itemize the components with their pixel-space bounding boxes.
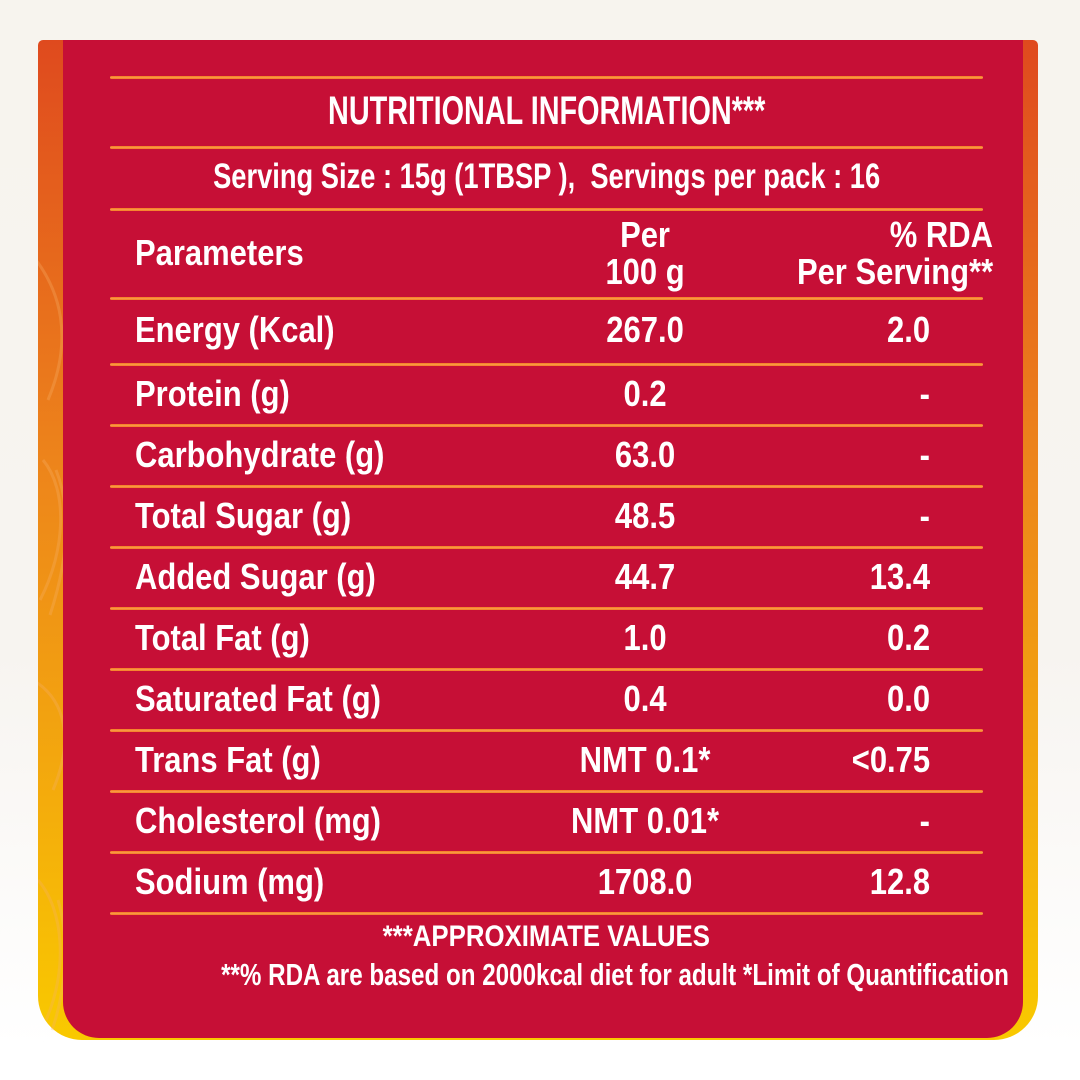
rda-value: 0.0 xyxy=(886,677,930,719)
rda-value: - xyxy=(919,372,930,414)
table-row: Total Fat (g) 1.0 0.2 xyxy=(110,607,983,668)
table-row: Cholesterol (mg) NMT 0.01* - xyxy=(110,790,983,851)
header-per-100g: Per 100 g xyxy=(605,213,685,292)
nutrition-facts-card: NUTRITIONAL INFORMATION*** Serving Size … xyxy=(63,40,1023,1038)
rda-value: - xyxy=(919,799,930,841)
rda-value: 13.4 xyxy=(869,555,930,597)
rda-value: 12.8 xyxy=(869,860,930,902)
serving-band: Serving Size : 15g (1TBSP ), Servings pe… xyxy=(110,146,983,208)
footnote-rda-basis: **% RDA are based on 2000kcal diet for a… xyxy=(221,957,1009,992)
header-parameters: Parameters xyxy=(135,231,304,273)
per-100g-value: 48.5 xyxy=(614,494,676,536)
table-header-row: Parameters Per 100 g % RDA Per Serving** xyxy=(110,208,993,297)
per-100g-value: NMT 0.1* xyxy=(579,738,711,780)
rda-value: - xyxy=(919,494,930,536)
per-100g-value: 44.7 xyxy=(614,555,676,597)
table-row: Sodium (mg) 1708.0 12.8 xyxy=(110,851,983,912)
table-row: Trans Fat (g) NMT 0.1* <0.75 xyxy=(110,729,983,790)
per-100g-value: 63.0 xyxy=(614,433,676,475)
per-100g-value: 1.0 xyxy=(623,616,667,658)
parameter-name: Sodium (mg) xyxy=(135,860,325,902)
rda-value: 0.2 xyxy=(886,616,930,658)
parameter-name: Cholesterol (mg) xyxy=(135,799,381,841)
table-row: Energy (Kcal) 267.0 2.0 xyxy=(110,297,983,363)
rda-value: - xyxy=(919,433,930,475)
per-100g-value: NMT 0.01* xyxy=(571,799,719,841)
parameter-name: Saturated Fat (g) xyxy=(135,677,381,719)
table-row: Protein (g) 0.2 - xyxy=(110,363,983,424)
per-100g-value: 267.0 xyxy=(606,309,684,350)
table-row: Added Sugar (g) 44.7 13.4 xyxy=(110,546,983,607)
per-100g-value: 1708.0 xyxy=(597,860,693,902)
per-100g-value: 0.4 xyxy=(623,677,667,719)
parameter-name: Added Sugar (g) xyxy=(135,555,376,597)
parameter-name: Total Sugar (g) xyxy=(135,494,352,536)
title-band: NUTRITIONAL INFORMATION*** xyxy=(110,76,983,146)
table-row: Total Sugar (g) 48.5 - xyxy=(110,485,983,546)
parameter-name: Carbohydrate (g) xyxy=(135,433,385,475)
rda-value: 2.0 xyxy=(886,309,930,350)
footnote-approximate-values: ***APPROXIMATE VALUES xyxy=(382,920,711,953)
footnotes: ***APPROXIMATE VALUES **% RDA are based … xyxy=(110,912,1009,1038)
serving-info: Serving Size : 15g (1TBSP ), Servings pe… xyxy=(212,157,881,196)
parameter-name: Total Fat (g) xyxy=(135,616,310,658)
nutrition-title: NUTRITIONAL INFORMATION*** xyxy=(327,88,766,133)
table-row: Saturated Fat (g) 0.4 0.0 xyxy=(110,668,983,729)
table-row: Carbohydrate (g) 63.0 - xyxy=(110,424,983,485)
parameter-name: Protein (g) xyxy=(135,372,290,414)
parameter-name: Energy (Kcal) xyxy=(135,309,335,350)
per-100g-value: 0.2 xyxy=(623,372,667,414)
parameter-name: Trans Fat (g) xyxy=(135,738,321,780)
rda-value: <0.75 xyxy=(851,738,930,780)
header-rda-per-serving: % RDA Per Serving** xyxy=(796,213,994,292)
